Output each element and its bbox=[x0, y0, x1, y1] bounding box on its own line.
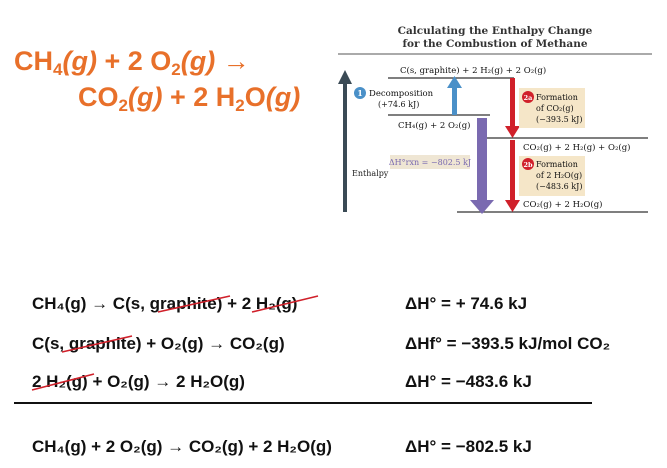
enthalpy-axis-arrowhead bbox=[338, 70, 352, 84]
equation-2: C(s, graphite) + O₂(g) → CO₂(g) bbox=[32, 334, 285, 354]
level-products-label: CO₂(g) + 2 H₂O(g) bbox=[523, 199, 602, 210]
step1-label-line2: (+74.6 kJ) bbox=[378, 100, 419, 109]
step2a-arrow-shaft bbox=[510, 78, 515, 128]
sum-separator bbox=[14, 402, 592, 404]
enthalpy-diagram: Calculating the Enthalpy Change for the … bbox=[338, 25, 652, 214]
enthalpy-axis-label: Enthalpy bbox=[352, 169, 389, 178]
step2b-badge-label: 2b bbox=[523, 161, 533, 169]
overall-label: ΔH°rxn = −802.5 kJ bbox=[389, 158, 471, 167]
step1-badge bbox=[354, 87, 366, 99]
overall-arrow-head bbox=[470, 200, 494, 214]
strike-graphite-2 bbox=[61, 335, 133, 353]
equation-1-text: CH₄(g) → C(s, graphite) + 2 H₂(g) bbox=[32, 294, 298, 313]
step2a-arrow-head bbox=[505, 126, 520, 138]
step2a-label-line1: Formation bbox=[536, 93, 578, 102]
step1-badge-label: 1 bbox=[357, 88, 363, 98]
step1-arrow-shaft bbox=[452, 86, 457, 115]
step2b-label-line1: Formation bbox=[536, 160, 578, 169]
step2a-label-line3: (−393.5 kJ) bbox=[536, 115, 582, 124]
net-equation-text: CH₄(g) + 2 O₂(g) → CO₂(g) + 2 H₂O(g) bbox=[32, 437, 332, 456]
step2a-badge bbox=[522, 91, 534, 103]
equation-1-dh-label: ΔH° = bbox=[405, 294, 451, 313]
diagram-title-line1: Calculating the Enthalpy Change bbox=[398, 25, 593, 37]
overall-arrow-shaft bbox=[477, 118, 487, 202]
overall-label-box bbox=[390, 155, 470, 169]
net-equation: CH₄(g) + 2 O₂(g) → CO₂(g) + 2 H₂O(g) bbox=[32, 437, 332, 457]
level-top-label: C(s, graphite) + 2 H₂(g) + 2 O₂(g) bbox=[400, 65, 546, 76]
step2a-label-line2: of CO₂(g) bbox=[536, 104, 574, 113]
step2a-badge-label: 2a bbox=[524, 94, 534, 102]
step1-label-line1: Decomposition bbox=[369, 89, 434, 99]
equation-3-dh-label: ΔH° = bbox=[405, 372, 451, 391]
step2b-label-line2: of 2 H₂O(g) bbox=[536, 171, 582, 180]
equation-3-dh-value: −483.6 kJ bbox=[455, 372, 532, 391]
equation-2-dh: ΔHf° = −393.5 kJ/mol CO₂ bbox=[405, 334, 610, 354]
equation-2-dh-value: −393.5 kJ/mol CO₂ bbox=[461, 334, 611, 353]
strike-h2-1 bbox=[251, 295, 319, 313]
title-equation-line2: CO2(g) + 2 H2O(g) bbox=[78, 82, 301, 115]
strike-graphite-1 bbox=[157, 295, 231, 313]
equation-2-text: C(s, graphite) + O₂(g) → CO₂(g) bbox=[32, 334, 285, 353]
level-reactants-label: CH₄(g) + 2 O₂(g) bbox=[398, 120, 470, 131]
title-equation-line1: CH4(g) + 2 O2(g) → bbox=[14, 46, 250, 79]
step1-arrow-head bbox=[447, 76, 462, 88]
enthalpy-axis bbox=[343, 82, 347, 212]
step2b-arrow-shaft bbox=[510, 140, 515, 200]
equation-3-dh: ΔH° = −483.6 kJ bbox=[405, 372, 532, 392]
diagram-title-line2: for the Combustion of Methane bbox=[402, 38, 587, 50]
step2b-label-line3: (−483.6 kJ) bbox=[536, 182, 582, 191]
step2b-badge bbox=[522, 158, 534, 170]
net-equation-dh: ΔH° = −802.5 kJ bbox=[405, 437, 532, 457]
net-equation-dh-label: ΔH° = bbox=[405, 437, 451, 456]
level-middle-label: CO₂(g) + 2 H₂(g) + O₂(g) bbox=[523, 142, 630, 153]
equation-2-dh-label: ΔHf° = bbox=[405, 334, 457, 353]
step2b-arrow-head bbox=[505, 200, 520, 212]
equation-1-dh-value: + 74.6 kJ bbox=[455, 294, 528, 313]
strike-h2-2 bbox=[31, 373, 95, 391]
equation-1: CH₄(g) → C(s, graphite) + 2 H₂(g) bbox=[32, 294, 297, 314]
equation-1-dh: ΔH° = + 74.6 kJ bbox=[405, 294, 527, 314]
net-equation-dh-value: −802.5 kJ bbox=[455, 437, 532, 456]
